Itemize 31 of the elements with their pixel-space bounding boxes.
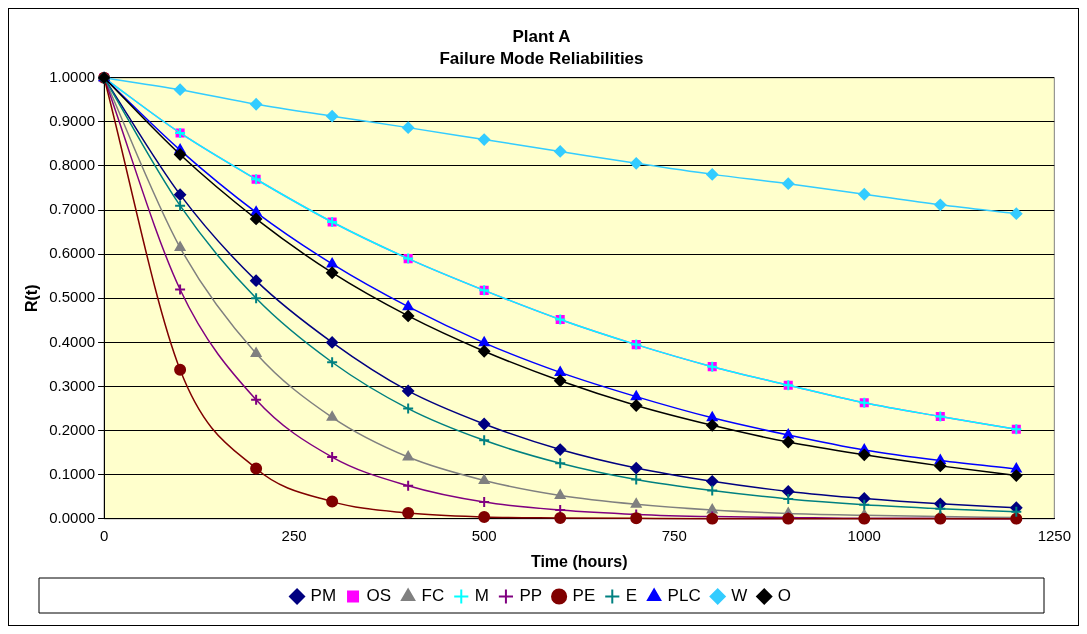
legend-label: PE — [572, 586, 596, 606]
legend-label: OS — [366, 586, 392, 606]
y-tick-label: 0.7000 — [49, 200, 96, 218]
legend-label: M — [474, 586, 489, 606]
y-tick-label: 1.0000 — [49, 67, 96, 85]
y-tick-label: 0.2000 — [49, 420, 96, 438]
y-tick-label: 0.9000 — [49, 112, 96, 130]
legend-label: O — [777, 586, 791, 606]
x-tick-label: 500 — [471, 526, 497, 544]
legend-label: FC — [421, 586, 445, 606]
x-tick-label: 250 — [281, 526, 307, 544]
legend-label: W — [731, 586, 748, 606]
legend-label: PP — [519, 586, 543, 606]
chart-title: Plant A — [512, 26, 571, 46]
y-tick-label: 0.4000 — [49, 332, 96, 350]
chart-subtitle: Failure Mode Reliabilities — [439, 49, 644, 69]
x-axis-title: Time (hours) — [530, 552, 628, 570]
legend-label: PLC — [667, 586, 701, 606]
x-tick-label: 1250 — [1037, 526, 1071, 544]
y-tick-label: 0.3000 — [49, 376, 96, 394]
legend-label: PM — [310, 586, 337, 606]
x-tick-label: 0 — [99, 526, 109, 544]
x-tick-label: 1000 — [847, 526, 881, 544]
y-tick-label: 0.8000 — [49, 156, 96, 174]
y-tick-label: 0.1000 — [49, 464, 96, 482]
y-axis-title: R(t) — [23, 284, 41, 313]
y-tick-label: 0.0000 — [49, 508, 96, 526]
legend-label: E — [625, 586, 638, 606]
y-tick-label: 0.5000 — [49, 288, 96, 306]
y-tick-label: 0.6000 — [49, 244, 96, 262]
x-tick-label: 750 — [661, 526, 687, 544]
